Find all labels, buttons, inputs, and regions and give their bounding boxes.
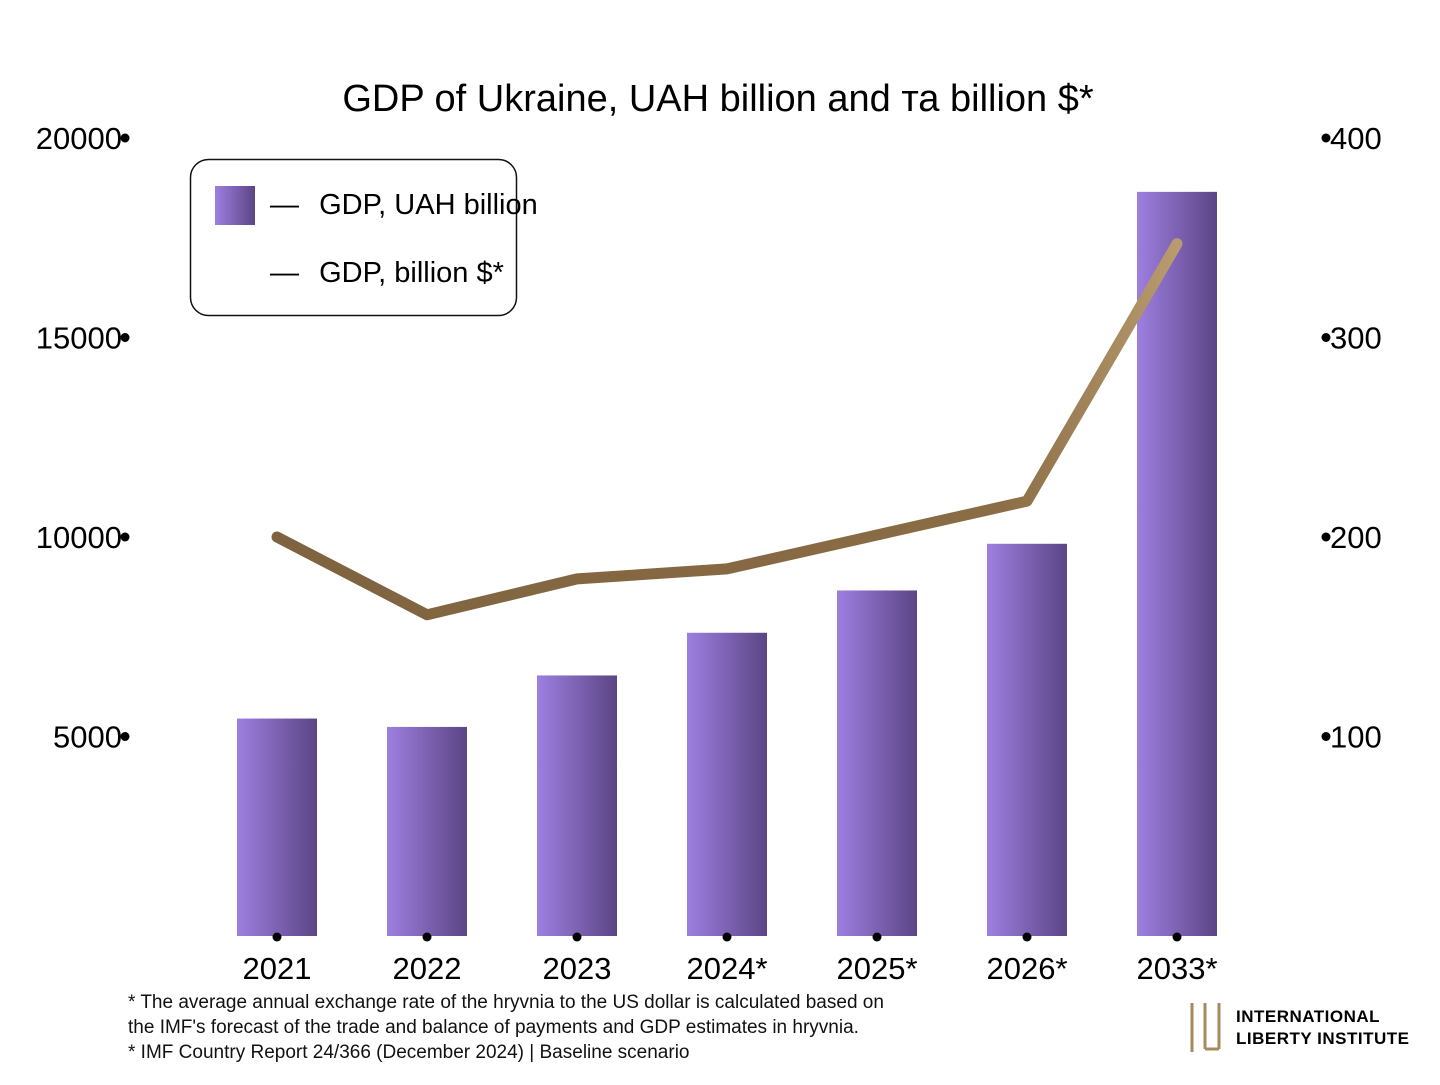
x-tick-dot-2023 [572, 932, 582, 942]
footnote-line-2: the IMF's forecast of the trade and bala… [128, 1017, 859, 1038]
left-tick-dot-5000 [120, 732, 130, 741]
right-tick-dot-100 [1321, 732, 1331, 741]
bar-2025 [837, 590, 917, 936]
footnote-line-3: * IMF Country Report 24/366 (December 20… [128, 1042, 689, 1063]
right-axis-ticks: 100 200 300 400 [1321, 121, 1382, 755]
x-tick-dot-2033 [1172, 932, 1182, 942]
logo-line-1: International [1236, 1007, 1380, 1026]
right-tick-dot-400 [1321, 133, 1331, 143]
left-tick-dot-15000 [120, 333, 130, 342]
legend-swatch-bar [215, 186, 255, 225]
legend-label-usd: — GDP, billion $* [270, 257, 504, 289]
bar-2023 [537, 675, 617, 936]
chart-title: GDP of Ukraine, UAH billion and та billi… [342, 78, 1094, 120]
bar-2022 [387, 726, 467, 936]
line-series-gdp-usd [271, 238, 1183, 621]
ili-logo: International Liberty Institute [1190, 1003, 1409, 1052]
legend: — GDP, UAH billion — GDP, billion $* [189, 158, 538, 317]
x-tick-label-2023: 2023 [543, 951, 612, 986]
bar-2021 [237, 718, 317, 936]
right-tick-label-200: 200 [1330, 520, 1382, 555]
bar-2033 [1137, 191, 1217, 937]
footnote-line-1: * The average annual exchange rate of th… [128, 992, 884, 1013]
x-tick-dot-2022 [422, 932, 432, 942]
right-tick-label-400: 400 [1330, 121, 1382, 156]
bar-2024 [687, 632, 767, 936]
logo-line-2-text: Liberty Institute [1236, 1029, 1409, 1048]
left-tick-label-5000: 5000 [53, 720, 122, 755]
left-tick-dot-10000 [120, 532, 130, 542]
left-tick-label-15000: 15000 [36, 321, 122, 356]
x-tick-dot-2021 [272, 932, 282, 942]
bars-layer [237, 191, 1217, 937]
x-tick-label-2024: 2024* [686, 951, 767, 986]
legend-dash-uah: — [270, 189, 299, 221]
right-tick-dot-300 [1321, 333, 1331, 342]
legend-name-uah: GDP, UAH billion [319, 189, 538, 221]
left-tick-label-10000: 10000 [36, 520, 122, 555]
logo-line-2: Liberty Institute [1236, 1029, 1409, 1048]
x-tick-label-2022: 2022 [393, 951, 462, 986]
left-tick-label-20000: 20000 [36, 121, 122, 156]
x-tick-label-2021: 2021 [243, 951, 312, 986]
bar-2026 [987, 543, 1067, 936]
legend-label-uah: — GDP, UAH billion [270, 189, 538, 221]
right-tick-label-100: 100 [1330, 720, 1382, 755]
x-tick-label-2025: 2025* [836, 951, 917, 986]
left-tick-dot-20000 [120, 133, 130, 143]
legend-name-usd: GDP, billion $* [319, 257, 504, 289]
logo-line-1-text: International [1236, 1007, 1380, 1026]
footnotes: * The average annual exchange rate of th… [128, 992, 884, 1063]
right-tick-label-300: 300 [1330, 321, 1382, 356]
x-tick-label-2033: 2033* [1136, 951, 1217, 986]
right-tick-dot-200 [1321, 532, 1331, 542]
x-tick-dot-2025 [872, 932, 882, 942]
left-axis-ticks: 5000 10000 15000 20000 [36, 121, 130, 755]
x-tick-label-2026: 2026* [986, 951, 1067, 986]
legend-box [189, 158, 518, 317]
x-axis-ticks: 2021 2022 2023 2024* 2025* 2026* 2033* [243, 932, 1218, 986]
x-tick-dot-2024 [722, 932, 732, 942]
x-tick-dot-2026 [1022, 932, 1032, 942]
legend-dash-usd: — [270, 257, 299, 289]
